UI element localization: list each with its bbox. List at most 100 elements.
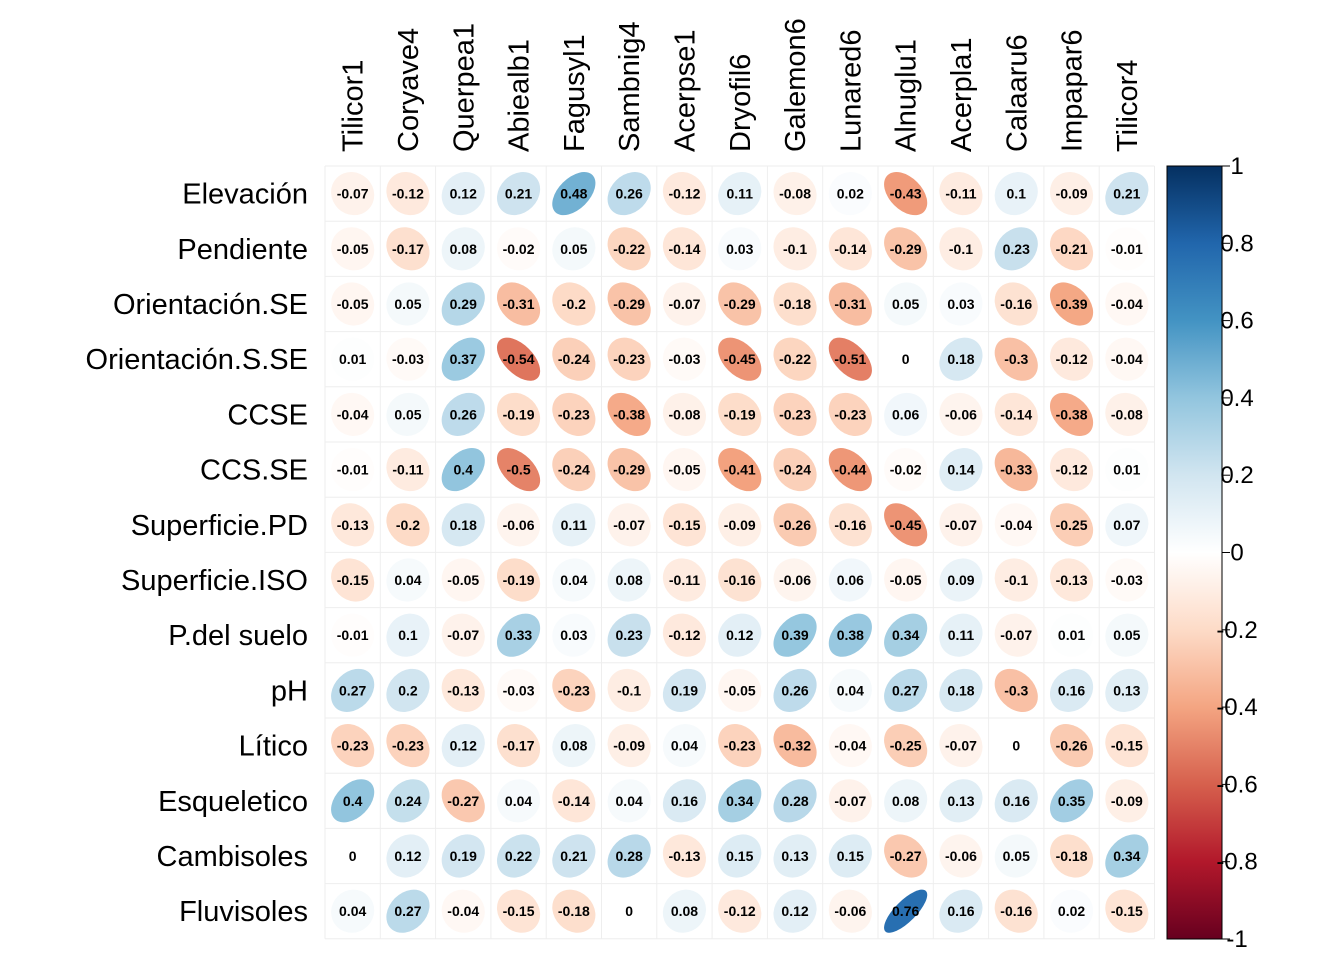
cell-ellipse-P.del suelo-Fagusyl1 — [552, 613, 596, 657]
grid — [324, 165, 1155, 940]
cell-value: -0.07 — [945, 738, 977, 754]
cell-ellipse-Lítico-Acerpse1 — [662, 724, 707, 768]
cell-value: 0.12 — [394, 848, 421, 864]
row-label: Lítico — [239, 731, 308, 763]
cell-ellipse-Elevación-Galemon6 — [773, 172, 817, 216]
cell-ellipse-Cambisoles-Acerpla1 — [939, 834, 983, 878]
cell-ellipse-Pendiente-Impapar6 — [1049, 227, 1094, 271]
cell-value: 0.12 — [726, 627, 753, 643]
cell-value: -0.45 — [724, 351, 756, 367]
cell-value: -0.15 — [1111, 738, 1143, 754]
cell-ellipse-Fluvisoles-Coryave4 — [386, 889, 430, 933]
cell-value: -0.41 — [724, 462, 756, 478]
cell-ellipse-Superficie.PD-Acerpse1 — [662, 503, 707, 547]
cell-value: -0.09 — [1111, 793, 1143, 809]
cell-value: 0.03 — [726, 241, 753, 257]
cell-ellipse-Superficie.ISO-Abiealb1 — [496, 558, 541, 602]
cell-value: -0.23 — [834, 406, 866, 422]
row-label: CCSE — [227, 399, 308, 431]
cell-value: -0.1 — [1004, 572, 1028, 588]
cell-ellipse-CCSE-Tilicor1 — [331, 392, 375, 436]
cell-ellipse-Superficie.ISO-Alnuglu1 — [884, 558, 928, 602]
cell-ellipse-pH-Acerpla1 — [939, 668, 983, 712]
row-label: Orientación.S.SE — [86, 344, 308, 376]
column-label: Calaaru6 — [1001, 34, 1033, 152]
cell-value: -0.29 — [613, 296, 645, 312]
cell-value: -0.06 — [834, 903, 866, 919]
cell-ellipse-Esqueletico-Acerpse1 — [662, 779, 707, 823]
cell-value: -0.12 — [392, 186, 424, 202]
cell-ellipse-Lítico-Querpea1 — [441, 724, 485, 768]
cell-ellipse-Pendiente-Acerpla1 — [939, 227, 983, 271]
cell-value: -0.03 — [1111, 572, 1143, 588]
cell-value: 0.27 — [394, 903, 421, 919]
cell-value: 0.02 — [1058, 903, 1085, 919]
cell-ellipse-Fluvisoles-Abiealb1 — [496, 889, 541, 933]
cell-value: -0.27 — [447, 793, 479, 809]
cell-value: 0.11 — [727, 186, 754, 202]
cell-value: -0.16 — [1000, 903, 1032, 919]
cell-ellipse-Elevación-Acerpse1 — [662, 172, 707, 216]
cell-ellipse-Cambisoles-Lunared6 — [828, 834, 872, 878]
cell-value: -0.15 — [1111, 903, 1143, 919]
cell-ellipse-Superficie.ISO-Tilicor4 — [1105, 558, 1149, 602]
cell-value: -0.29 — [724, 296, 756, 312]
cell-ellipse-Superficie.PD-Sambnig4 — [607, 503, 651, 547]
cell-ellipse-Elevación-Lunared6 — [828, 172, 872, 216]
cell-ellipse-Orientación.S.SE-Acerpse1 — [662, 337, 707, 381]
cell-value: 0.13 — [947, 793, 974, 809]
cell-ellipse-CCS.SE-Coryave4 — [386, 448, 430, 492]
cell-ellipse-Orientación.SE-Calaaru6 — [994, 282, 1038, 326]
cell-value: -0.29 — [613, 462, 645, 478]
cell-ellipse-Pendiente-Tilicor1 — [331, 227, 375, 271]
cell-value: -0.04 — [834, 738, 866, 754]
cell-ellipse-P.del suelo-Tilicor1 — [331, 613, 375, 657]
cell-value: 0.23 — [1003, 241, 1030, 257]
cell-ellipse-Superficie.PD-Galemon6 — [773, 503, 817, 547]
cell-value: 0.14 — [947, 462, 974, 478]
cell-value: 0 — [625, 903, 633, 919]
cell-value: -0.16 — [724, 572, 756, 588]
cell-ellipse-Orientación.SE-Querpea1 — [441, 282, 485, 326]
cell-value: 0.05 — [892, 296, 919, 312]
column-label: Lunared6 — [835, 29, 867, 152]
cell-value: -0.32 — [779, 738, 811, 754]
cell-ellipse-CCSE-Galemon6 — [773, 392, 817, 436]
cell-value: -0.19 — [503, 406, 535, 422]
cell-value: 0.11 — [561, 517, 588, 533]
cell-ellipse-Lítico-Impapar6 — [1049, 724, 1094, 768]
cell-value: -0.19 — [503, 572, 535, 588]
cell-ellipse-Cambisoles-Querpea1 — [441, 834, 485, 878]
cell-value: -0.27 — [890, 848, 922, 864]
cell-ellipse-CCS.SE-Dryofil6 — [718, 448, 762, 492]
cell-value: 0.03 — [947, 296, 974, 312]
column-label: Alnuglu1 — [891, 39, 923, 152]
cell-value: -0.23 — [392, 738, 424, 754]
colorbar-tick-label: 0.8 — [1220, 230, 1253, 257]
cell-value: -0.05 — [890, 572, 922, 588]
cell-value: -0.25 — [1056, 517, 1088, 533]
cell-ellipse-Orientación.SE-Sambnig4 — [607, 282, 651, 326]
cell-value: 0.4 — [454, 462, 474, 478]
cell-ellipse-pH-Lunared6 — [828, 668, 872, 712]
cell-value: -0.1 — [783, 241, 807, 257]
cell-ellipse-Lítico-Coryave4 — [386, 724, 430, 768]
cell-ellipse-Superficie.ISO-Impapar6 — [1049, 558, 1094, 602]
colorbar: 1 0.8 0.6 0.4 0.2 0 -0.2 -0.4 -0.6 -0.8 -1 — [1166, 153, 1258, 953]
cell-ellipse-CCS.SE-Tilicor4 — [1105, 448, 1149, 492]
cell-ellipse-pH-Tilicor1 — [331, 668, 375, 712]
cell-value: 0.34 — [892, 627, 919, 643]
cell-value: 0.26 — [781, 682, 808, 698]
cell-ellipse-CCSE-Dryofil6 — [718, 392, 762, 436]
cell-ellipse-Elevación-Querpea1 — [441, 172, 485, 216]
cell-ellipse-Pendiente-Abiealb1 — [496, 227, 541, 271]
cell-ellipse-Lítico-Lunared6 — [828, 724, 872, 768]
cell-value: -0.04 — [1000, 517, 1032, 533]
row-label: Fluvisoles — [179, 896, 308, 928]
cell-ellipse-Elevación-Dryofil6 — [718, 172, 762, 216]
cell-value: -0.13 — [1056, 572, 1088, 588]
cell-ellipse-CCSE-Acerpse1 — [662, 392, 707, 436]
cell-value: 0 — [902, 351, 910, 367]
